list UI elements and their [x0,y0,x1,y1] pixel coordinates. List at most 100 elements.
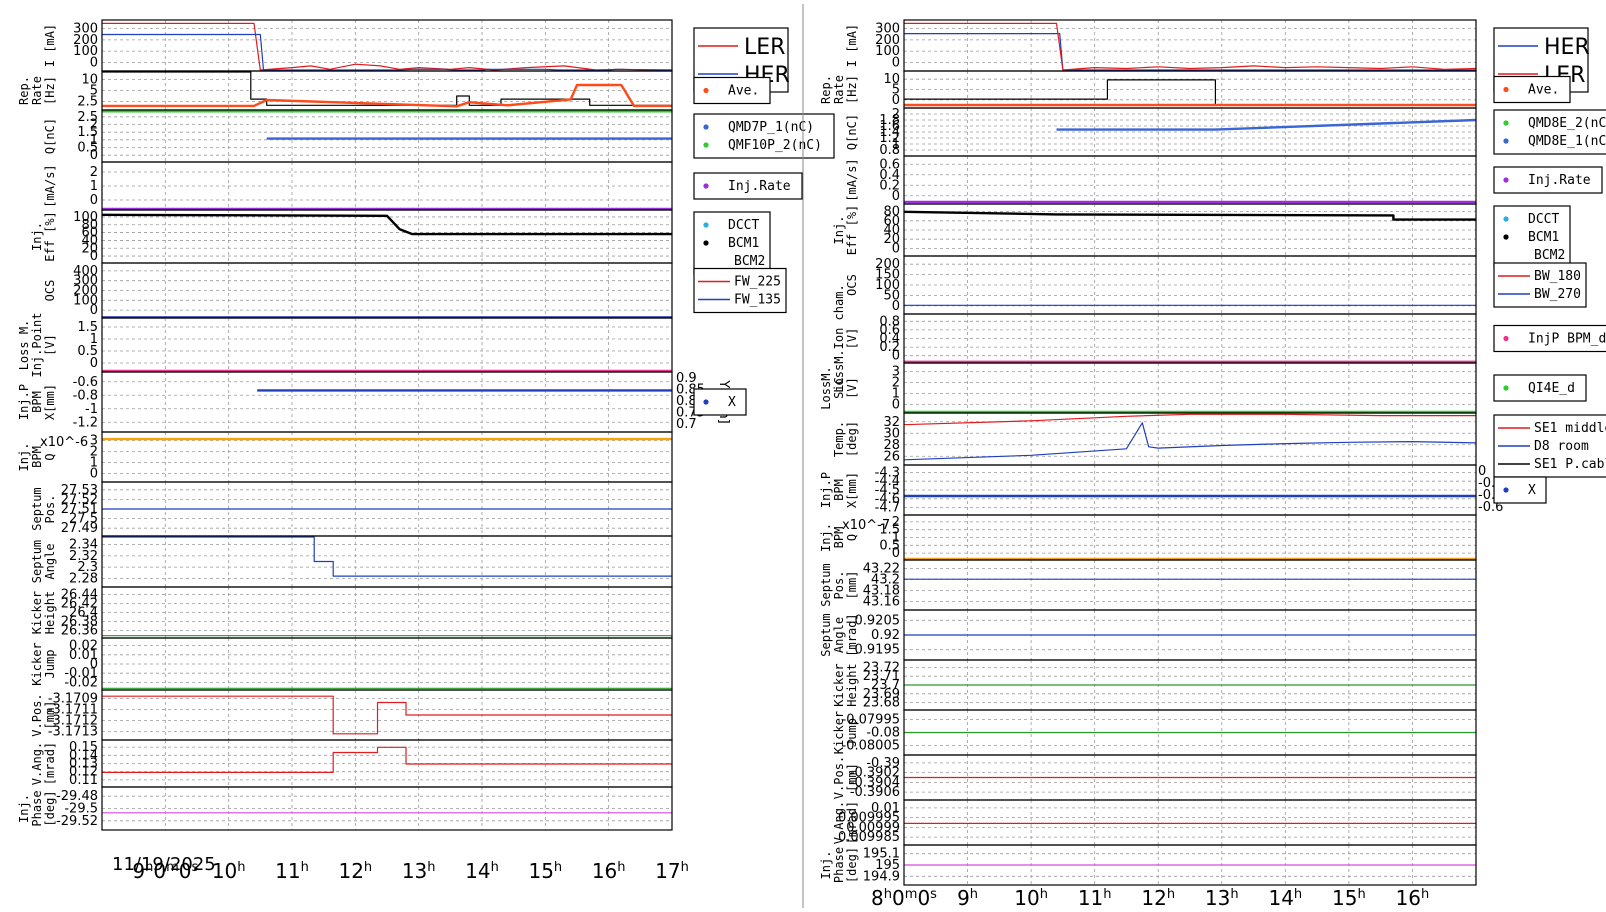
series-rate [102,71,672,106]
legend-box [693,172,803,200]
y-axis-label: LossM. [819,366,833,409]
series-v-ang [102,746,672,774]
y-tick-label: 1.5 [77,125,98,140]
y-tick-label: 10 [81,73,98,88]
y-axis-label: Inj.P [819,472,833,508]
y-tick-label: 0 [892,55,900,70]
x-tick-label: 10h [1014,886,1048,910]
y-tick-label: 0 [90,356,98,371]
y-axis-label: Eff [%] [845,205,859,256]
x-tick-label: 9h [957,886,978,910]
legend-marker [703,399,709,405]
legend-marker [703,222,709,228]
y-tick-label: 1 [892,137,900,152]
panel-frame [903,362,1477,414]
y-axis-label: [V] [43,334,57,356]
y-tick-label: -1.2 [73,415,98,430]
y-tick-label: 0.9205 [855,613,901,628]
y-axis-label: Q[nC] [43,118,57,154]
legend: QI4E_d [1493,374,1587,402]
y-tick-label: 300 [73,274,98,289]
y-tick-label: 43.18 [863,584,900,599]
y2-tick-label: 0.8 [676,394,697,409]
y-tick-label: -0.08 [866,726,900,741]
series-se1-middle [903,413,1476,426]
y-axis-label: Rate [30,76,44,105]
x-tick-label: 11h [275,859,309,883]
y-axis-label: I [mA] [845,24,859,67]
y-tick-label: 0 [90,148,98,163]
y-tick-label: 0.8 [879,143,900,158]
y-axis-label: Temp. [832,421,846,457]
y-tick-label: 2.32 [69,549,98,564]
legend-label: BCM1 [1528,230,1559,245]
y-axis-label: Kicker [30,642,44,685]
y-axis-label: Septum [30,540,44,583]
y-axis-label: BPM [832,527,846,549]
y-tick-label: 0.92 [871,628,900,643]
y-tick-label: 1 [90,456,98,471]
legend-marker [1503,487,1509,493]
y-tick-label: 0 [892,299,900,314]
y2-tick-label: 0.7 [676,417,697,432]
y-tick-label: 2 [892,376,900,391]
y-axis-label: Jump [43,650,57,679]
x-tick-label: 15h [528,859,562,883]
legend: X [1493,476,1547,504]
y-axis-label: Pos. [832,571,846,600]
y-tick-label: 0 [892,398,900,413]
legend-marker [1503,86,1509,93]
y-axis-label: Q [845,534,859,541]
series-ler [102,22,672,71]
panel-9: -4.3-4.4-4.5-4.6-4.7Inj.PBPMX[mm]0-0.25-… [819,464,1547,516]
y-axis-label: Q[nC] [845,114,859,150]
y-tick-label: 26.36 [61,624,98,639]
x-tick-label: 15h [1332,886,1366,910]
y-tick-label: -3.1713 [48,725,98,740]
y-axis-label: Q [43,453,57,460]
y-axis-label: Septum [30,487,44,530]
y-tick-label: 2 [892,515,900,530]
y-tick-label: 23.69 [863,687,900,702]
legend-label: Inj.Rate [1528,173,1591,188]
series-bcm1 [101,213,672,236]
y-tick-label: 2 [90,445,98,460]
y-tick-label: 0.6 [879,323,900,338]
y-tick-label: 2.34 [69,538,98,553]
series-v-pos [102,695,672,735]
series-her [904,32,1476,71]
panel-frame [903,559,1477,611]
panel-frame [903,799,1477,846]
y-tick-label: 1.8 [879,113,900,128]
series-septum-angle [102,536,672,577]
y-tick-label: 194.9 [863,869,900,884]
x-tick-label: 8h0m0s [871,886,937,910]
legend: SE1 middle D8 room SE1 P.cable [1493,414,1606,478]
x-tick-label: 13h [1205,886,1239,910]
y-axis-label: [mA/s] [845,158,859,201]
legend-label: HER [1544,35,1590,60]
legend-box [693,267,787,314]
y-tick-label: 23.7 [871,678,900,693]
y-tick-label: -0.07995 [842,713,900,728]
legend-label: FW_225 [734,275,781,290]
legend: X [693,388,747,416]
y-tick-label: 0.02 [69,639,98,654]
legend-label: LER [744,35,785,60]
y-axis-label: [V] [845,377,859,399]
y-tick-label: 150 [875,268,900,283]
legend-marker [1503,177,1509,183]
legend: Inj.Rate [1493,166,1603,194]
y-tick-label: 0.9195 [855,643,901,658]
legend: Inj.Rate [693,172,803,200]
y-tick-label: 0.5 [77,141,98,156]
legend-marker [703,240,709,246]
